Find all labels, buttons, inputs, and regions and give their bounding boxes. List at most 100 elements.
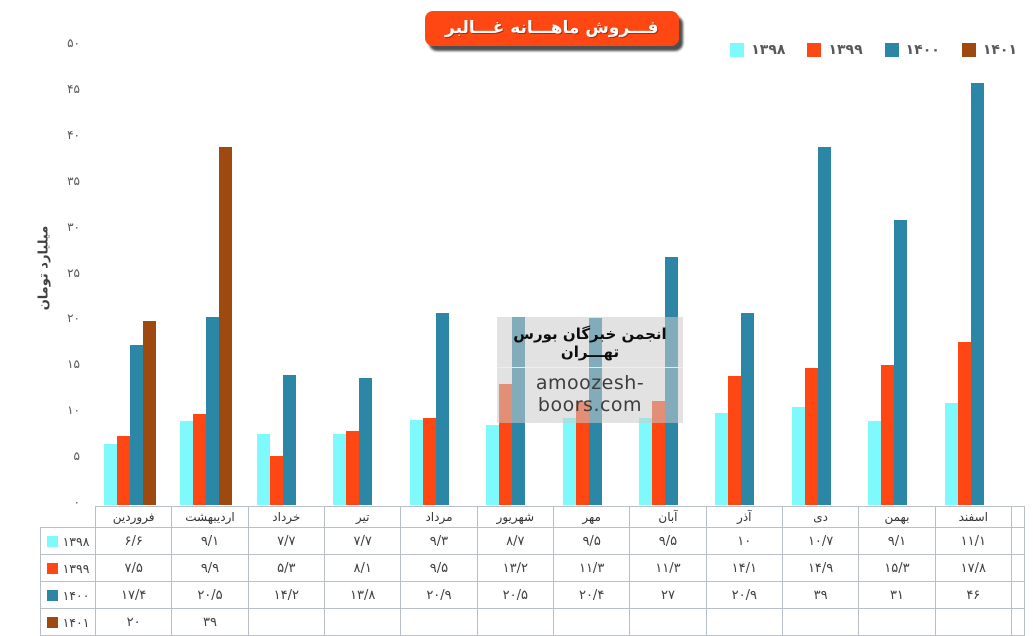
value-cell: ۱۱/۳ [629,554,707,582]
bar-group [783,46,859,505]
bar [346,430,360,505]
bar-slot [525,46,538,505]
watermark-org-text: انجمن خبرگان بورس تهـــران [497,317,683,368]
value-cell: ۱۷/۸ [934,554,1013,582]
bar-slot [219,46,233,505]
month-header-cell: آبان [629,506,707,528]
bar [219,146,233,505]
bar-slot [422,46,436,505]
value-cell: ۲۰ [94,608,173,636]
bar [359,378,373,505]
value-cell: ۸/۷ [476,527,554,555]
value-cell: ۹/۳ [400,527,478,555]
legend: ۱۳۹۸ ۱۳۹۹ ۱۴۰۰ ۱۴۰۱ [730,42,1017,58]
bar-slot [409,46,423,505]
empty-cell [1011,554,1025,582]
bar [206,316,220,505]
bar [256,434,270,505]
table-row: ۱۳۹۹ ۷/۵ ۹/۹ ۵/۳ ۸/۱ ۹/۵ ۱۳/۲ ۱۱/۳ ۱۱/۳ ۱۴/۱ ۱۴/۹ ۱… [40,554,1025,582]
legend-item: ۱۴۰۰ [884,42,940,58]
bar-slot [868,46,882,505]
plot-area [95,46,1012,505]
empty-cell [1011,506,1025,528]
y-tick-label: ۲۵ [67,265,80,280]
bar [193,414,207,505]
bar-slot [333,46,347,505]
series-swatch [46,616,58,628]
value-cell: ۱۰ [705,527,783,555]
bar-group [630,46,706,505]
bar [894,220,908,505]
row-label-cell: ۱۴۰۱ [40,608,96,636]
series-swatch [46,535,58,547]
y-tick-label: ۵ [73,449,80,464]
bar-slot [970,46,984,505]
bar-slot [562,46,576,505]
month-header-cell: دی [781,506,860,528]
bar [333,434,347,505]
bar [104,444,117,505]
value-cell [552,608,631,636]
y-tick-label: ۰ [73,495,80,509]
bar-slot [984,46,997,505]
value-cell: ۱۴/۹ [781,554,860,582]
legend-swatch [884,43,899,57]
bar [944,403,958,505]
empty-cell [1011,581,1025,609]
bar-slot [117,46,130,505]
bar-slot [957,46,971,505]
bar-group [171,46,247,505]
bar [881,364,895,505]
value-cell: ۷/۷ [247,527,325,555]
bar-slot [894,46,908,505]
value-cell [858,608,936,636]
series-year-label: ۱۳۹۹ [62,560,90,576]
value-cell: ۷/۷ [323,527,402,555]
bar [817,146,831,505]
bar [409,419,423,505]
bar [791,406,805,505]
bar-group [401,46,477,505]
value-cell: ۳۹ [171,608,249,636]
bar [575,401,589,505]
bar [970,82,984,505]
y-tick-label: ۳۵ [67,173,80,188]
bar-group [248,46,324,505]
value-cell: ۷/۵ [94,554,173,582]
y-tick-label: ۱۵ [67,357,80,372]
bar-group [936,46,1012,505]
bar [269,456,283,505]
bar-group [554,46,630,505]
value-cell: ۹/۵ [629,527,707,555]
bar-slot [638,46,652,505]
watermark: انجمن خبرگان بورس تهـــران amoozesh-boor… [497,317,683,423]
legend-label: ۱۳۹۸ [751,42,786,58]
bar-group [706,46,782,505]
value-cell: ۲۰/۵ [476,581,554,609]
bar-slot [143,46,156,505]
table-row: ۱۴۰۱ ۲۰ ۳۹ [40,608,1025,636]
bar-group [324,46,400,505]
month-header-cell: اردیبهشت [171,506,249,528]
legend-swatch [807,43,822,57]
bar-slot [664,46,678,505]
bar-slot [269,46,283,505]
value-cell [629,608,707,636]
bar-slot [944,46,958,505]
y-tick-label: ۴۵ [67,81,80,96]
bar-slot [499,46,513,505]
bar-slot [588,46,602,505]
value-cell [781,608,860,636]
bar-slot [575,46,589,505]
row-label-cell: ۱۴۰۰ [40,581,96,609]
bar [804,368,818,505]
data-table: فروردین اردیبهشت خرداد تیر مرداد شهریور مهر آبا… [40,506,1025,636]
table-corner-cell [41,507,96,528]
bar-slot [817,46,831,505]
bar-slot [256,46,270,505]
month-header-cell: مرداد [400,506,478,528]
bar-slot [831,46,844,505]
bar-group [95,46,171,505]
bar [180,421,194,505]
legend-label: ۱۴۰۱ [982,42,1017,58]
